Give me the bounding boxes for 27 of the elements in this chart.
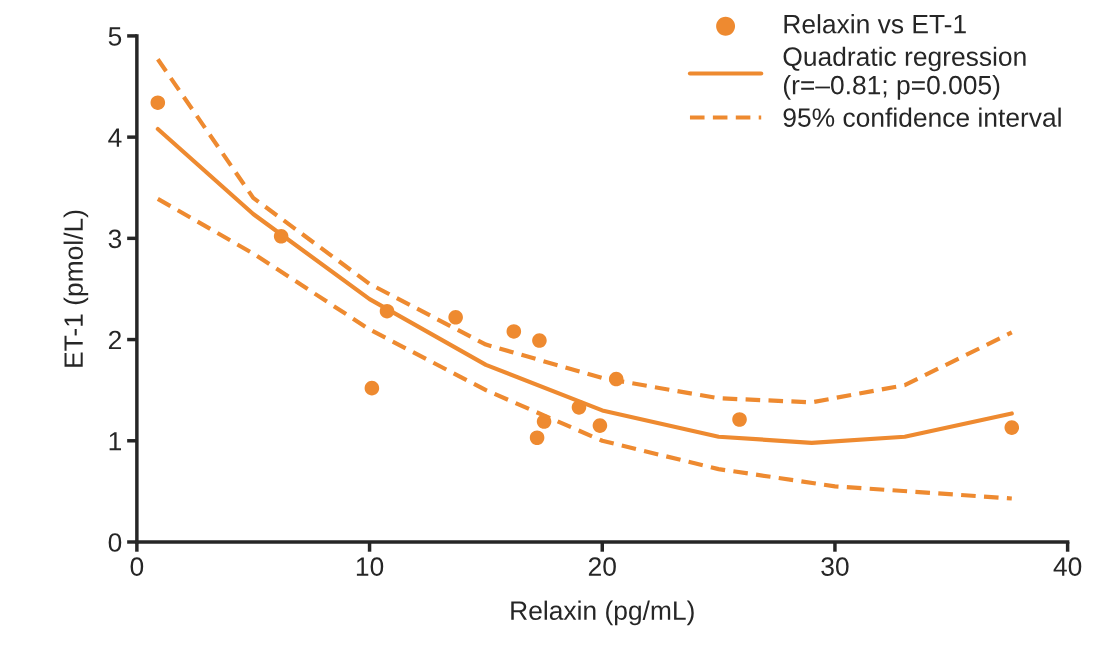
line-series: [155, 196, 1014, 501]
legend-label: Quadratic regression (r=–0.81; p=0.005): [783, 46, 1026, 100]
x-tick-label: 10: [356, 557, 384, 576]
legend-label: 95% confidence interval: [783, 107, 1061, 127]
point: [506, 324, 522, 339]
point: [529, 430, 545, 446]
y-tick-label: 5: [108, 27, 122, 46]
point: [1004, 420, 1020, 435]
line-series: [155, 126, 1014, 445]
legend-label: Relaxin vs ET-1: [784, 14, 966, 34]
point: [592, 418, 608, 433]
y-tick-label: 2: [108, 330, 121, 350]
y-tick-label: 0: [108, 533, 122, 552]
point: [150, 95, 166, 110]
y-tick-label: 4: [108, 128, 122, 147]
point: [364, 380, 380, 396]
y-tick-label: 1: [109, 432, 122, 451]
x-tick-label: 20: [588, 557, 616, 576]
point: [532, 333, 547, 348]
y-tick-label: 3: [108, 229, 122, 249]
point: [732, 412, 747, 427]
point: [448, 310, 463, 325]
x-tick-label: 40: [1053, 557, 1082, 576]
x-tick-label: 0: [130, 557, 144, 576]
y-axis-title: ET-1 (pmol/L): [63, 210, 89, 367]
x-tick-label: 30: [821, 557, 849, 576]
x-axis-title: Relaxin (pg/mL): [511, 600, 694, 626]
